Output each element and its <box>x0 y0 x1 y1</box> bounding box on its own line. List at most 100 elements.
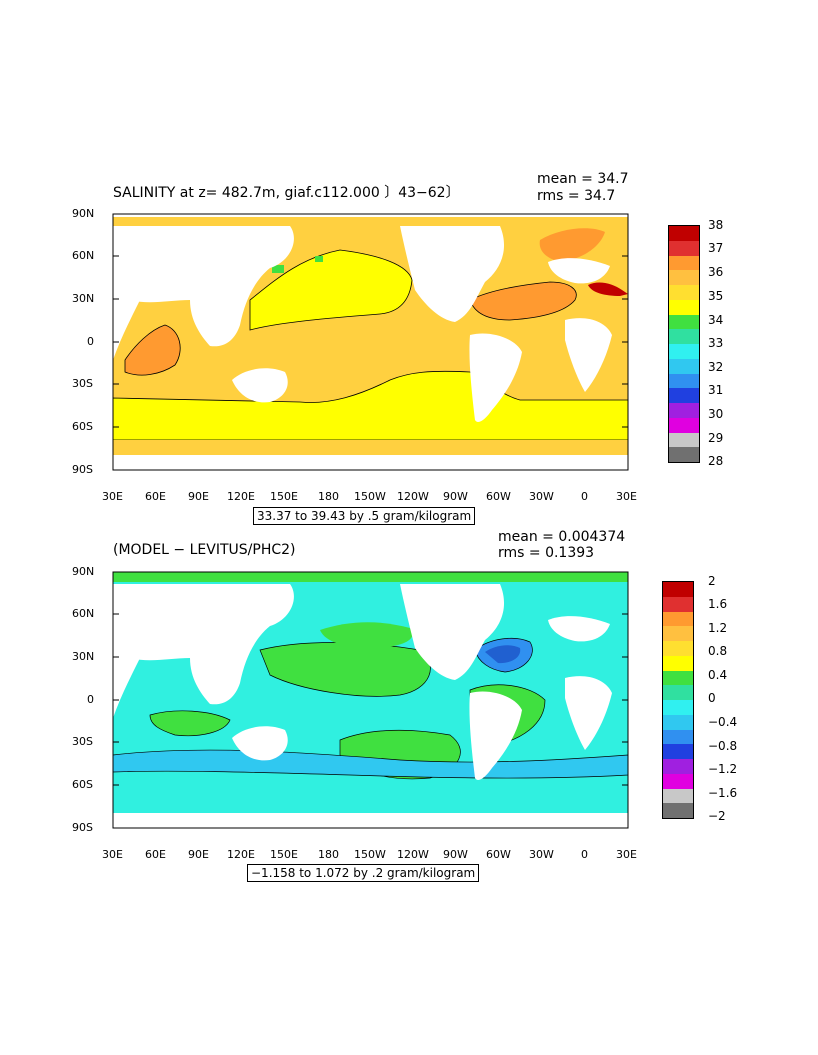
panel2-lat-ticks <box>113 613 628 786</box>
panel1-cb-4: 34 <box>708 313 724 327</box>
panel1-lon-10: 30W <box>529 490 554 503</box>
panel2-lon-1: 60E <box>145 848 166 861</box>
panel2-cb-2: 1.2 <box>708 621 728 635</box>
panel2-cb-6: −0.4 <box>708 715 738 729</box>
panel2-cb-8: −1.2 <box>708 762 738 776</box>
panel2-colorbar-swatch <box>663 685 693 700</box>
panel1-lon-2: 90E <box>188 490 209 503</box>
panel2-colorbar-swatch <box>663 773 693 789</box>
panel1-lat-0: 0 <box>87 335 94 348</box>
panel1-cb-6: 32 <box>708 360 724 374</box>
panel1-land-samerica <box>469 333 522 422</box>
panel2-lon-11: 0 <box>581 848 588 861</box>
panel2-colorbar-swatch <box>663 729 693 745</box>
panel2-colorbar-swatch <box>663 655 693 671</box>
panel2-cb-3: 0.8 <box>708 644 728 658</box>
panel1-southern-low <box>113 370 628 441</box>
panel2-lon-6: 150W <box>354 848 386 861</box>
panel1-land-australia <box>232 368 288 403</box>
panel2-cb-10: −2 <box>708 809 726 823</box>
panel1-lat-60s: 60S <box>72 420 93 433</box>
panel1-colorbar <box>668 225 700 463</box>
panel2-title: (MODEL − LEVITUS/PHC2) <box>113 542 296 558</box>
panel1-lon-4: 150E <box>270 490 298 503</box>
panel1-med-red <box>588 282 628 296</box>
panel1-lon-6: 150W <box>354 490 386 503</box>
panel1-land-africa <box>113 300 140 360</box>
panel2-colorbar-swatch <box>663 641 693 656</box>
panel1-lat-90s: 90S <box>72 463 93 476</box>
panel2-lat-90n: 90N <box>72 565 95 578</box>
panel1-land-namerica <box>400 226 505 322</box>
panel2-cb-9: −1.6 <box>708 786 738 800</box>
panel2-land-namerica <box>400 584 505 680</box>
panel2-arctic-green <box>113 572 628 582</box>
panel2-land-asia <box>113 584 294 705</box>
panel2-colorbar-swatch <box>663 788 693 804</box>
panel1-lon-11: 0 <box>581 490 588 503</box>
panel2-lon-12: 30E <box>616 848 637 861</box>
panel2-pacific-green <box>259 642 431 697</box>
panel1-title: SALINITY at z= 482.7m, giaf.c112.000 〕43… <box>113 185 460 201</box>
panel2-lat-60n: 60N <box>72 607 95 620</box>
panel1-colorbar-swatch <box>669 270 699 285</box>
panel2-colorbar-swatch <box>663 611 693 627</box>
panel2-cb-4: 0.4 <box>708 668 728 682</box>
panel1-colorbar-swatch <box>669 432 699 448</box>
panel2-lon-0: 30E <box>102 848 123 861</box>
panel1-colorbar-swatch <box>669 329 699 344</box>
panel1-lat-60n: 60N <box>72 249 95 262</box>
panel1-lon-5: 180 <box>318 490 339 503</box>
panel2-npac-green2 <box>320 622 413 648</box>
panel2-lon-5: 180 <box>318 848 339 861</box>
panel1-range-label: 33.37 to 39.43 by .5 gram/kilogram <box>253 507 476 525</box>
panel2-colorbar-swatch <box>663 759 693 774</box>
panel1-arctic-atl <box>539 228 605 262</box>
panel2-colorbar-swatch <box>663 670 693 686</box>
panel1-cb-7: 31 <box>708 383 724 397</box>
panel2-colorbar-swatch <box>663 714 693 730</box>
panel1-colorbar-swatch <box>669 344 699 359</box>
panel2-rms: rms = 0.1393 <box>498 545 595 561</box>
panel2-land-australia <box>232 726 288 761</box>
panel2-colorbar-swatch <box>663 626 693 641</box>
panel1-lon-3: 120E <box>227 490 255 503</box>
panel1-indian-high <box>124 324 181 376</box>
panel1-lon-0: 30E <box>102 490 123 503</box>
panel2-lat-60s: 60S <box>72 778 93 791</box>
panel1-lat-ticks <box>113 213 628 428</box>
panel1-cb-2: 36 <box>708 265 724 279</box>
panel1-cb-8: 30 <box>708 407 724 421</box>
panel1-lat-90n: 90N <box>72 207 95 220</box>
panel2-lon-7: 120W <box>397 848 429 861</box>
panel1-colorbar-swatch <box>669 299 699 315</box>
panel1-cb-1: 37 <box>708 241 724 255</box>
panel2-land-africa <box>113 658 140 718</box>
panel1-colorbar-swatch <box>669 417 699 433</box>
panel1-lon-8: 90W <box>443 490 468 503</box>
panel2-lon-9: 60W <box>486 848 511 861</box>
panel2-colorbar <box>662 581 694 819</box>
panel1-cb-3: 35 <box>708 289 724 303</box>
panel2-land-africa-east <box>565 676 612 750</box>
panel1-lat-30s: 30S <box>72 377 93 390</box>
panel1-colorbar-swatch <box>669 226 699 241</box>
panel2-southern-blue <box>113 749 628 779</box>
panel2-lon-4: 150E <box>270 848 298 861</box>
panel1-colorbar-swatch <box>669 285 699 300</box>
panel2-range-label: −1.158 to 1.072 by .2 gram/kilogram <box>247 864 480 882</box>
panel2-lon-8: 90W <box>443 848 468 861</box>
panel2-lat-90s: 90S <box>72 821 93 834</box>
panel1-colorbar-swatch <box>669 388 699 403</box>
panel1-npacific-low <box>249 249 413 331</box>
panel2-colorbar-swatch <box>663 582 693 597</box>
panel1-colorbar-swatch <box>669 255 699 271</box>
panel1-cb-0: 38 <box>708 218 724 232</box>
panel1-lon-1: 60E <box>145 490 166 503</box>
panel1-colorbar-swatch <box>669 314 699 330</box>
panel2-cb-1: 1.6 <box>708 597 728 611</box>
panel2-map <box>112 571 629 829</box>
panel1-colorbar-swatch <box>669 403 699 418</box>
panel1-natlantic-high <box>469 281 577 321</box>
panel1-colorbar-swatch <box>669 240 699 256</box>
